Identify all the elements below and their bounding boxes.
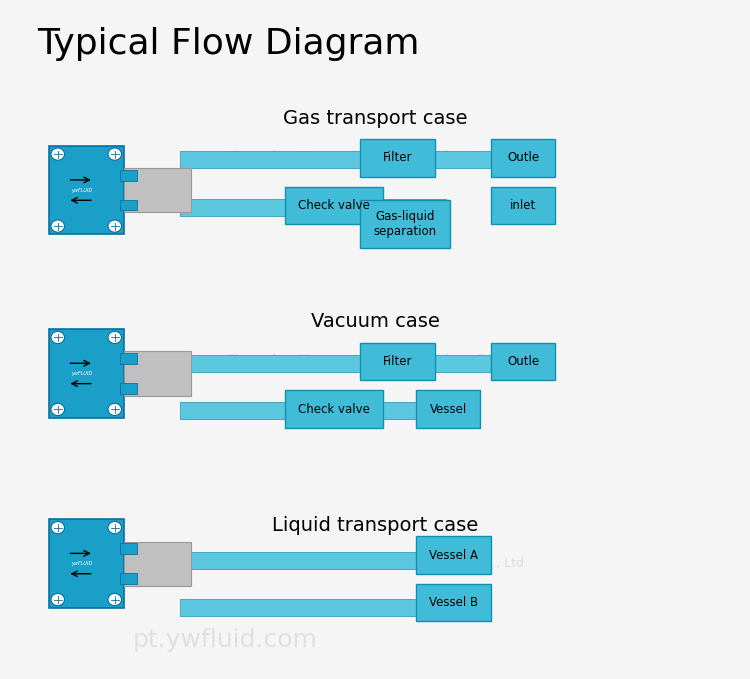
FancyBboxPatch shape	[285, 187, 382, 224]
Circle shape	[108, 593, 122, 606]
FancyBboxPatch shape	[360, 139, 435, 177]
Text: ywFLUID: ywFLUID	[71, 187, 92, 193]
Text: ywFLUID: ywFLUID	[71, 371, 92, 376]
FancyBboxPatch shape	[180, 354, 491, 372]
Text: Vessel A: Vessel A	[429, 549, 478, 562]
FancyBboxPatch shape	[49, 519, 124, 608]
Circle shape	[51, 593, 64, 606]
Text: Filter: Filter	[382, 355, 412, 368]
FancyBboxPatch shape	[120, 353, 136, 364]
Circle shape	[51, 331, 64, 344]
FancyBboxPatch shape	[120, 170, 136, 181]
FancyBboxPatch shape	[180, 198, 446, 216]
FancyBboxPatch shape	[180, 151, 491, 168]
Text: Changzhou Yuanwang Fluid Technology Co., Ltd: Changzhou Yuanwang Fluid Technology Co.,…	[226, 557, 524, 570]
FancyBboxPatch shape	[491, 187, 555, 224]
FancyBboxPatch shape	[124, 168, 191, 212]
Text: Vacuum case: Vacuum case	[310, 312, 440, 331]
Text: ywFLUID: ywFLUID	[71, 561, 92, 566]
FancyBboxPatch shape	[49, 329, 124, 418]
Text: Liquid transport case: Liquid transport case	[272, 516, 478, 535]
FancyBboxPatch shape	[285, 390, 382, 428]
Text: Gas transport case: Gas transport case	[283, 109, 467, 128]
FancyBboxPatch shape	[120, 200, 136, 210]
Circle shape	[108, 331, 122, 344]
FancyBboxPatch shape	[120, 383, 136, 394]
FancyBboxPatch shape	[491, 343, 555, 380]
Circle shape	[51, 521, 64, 534]
Circle shape	[108, 148, 122, 160]
Text: Vessel: Vessel	[430, 403, 466, 416]
Circle shape	[108, 220, 122, 232]
Text: Check valve: Check valve	[298, 403, 370, 416]
FancyBboxPatch shape	[416, 584, 491, 621]
Text: Typical Flow Diagram: Typical Flow Diagram	[38, 27, 420, 61]
FancyBboxPatch shape	[180, 402, 480, 419]
FancyBboxPatch shape	[124, 542, 191, 585]
Circle shape	[51, 403, 64, 416]
FancyBboxPatch shape	[360, 343, 435, 380]
FancyBboxPatch shape	[180, 600, 491, 617]
FancyBboxPatch shape	[120, 543, 136, 554]
FancyBboxPatch shape	[491, 139, 555, 177]
Circle shape	[51, 148, 64, 160]
Text: inlet: inlet	[510, 199, 536, 212]
Text: Changzhou Yuanwang Fluid Technology Co., Ltd: Changzhou Yuanwang Fluid Technology Co.,…	[226, 353, 524, 367]
FancyBboxPatch shape	[49, 146, 124, 234]
Circle shape	[108, 403, 122, 416]
FancyBboxPatch shape	[416, 390, 480, 428]
Text: pt.ywfluid.com: pt.ywfluid.com	[133, 628, 317, 652]
Text: Filter: Filter	[382, 151, 412, 164]
FancyBboxPatch shape	[180, 551, 491, 569]
FancyBboxPatch shape	[120, 573, 136, 584]
Circle shape	[51, 220, 64, 232]
Text: Outle: Outle	[507, 355, 539, 368]
FancyBboxPatch shape	[360, 200, 450, 248]
FancyBboxPatch shape	[416, 536, 491, 574]
Circle shape	[108, 521, 122, 534]
Text: Changzhou Yuanwang Fluid Technology Co., Ltd: Changzhou Yuanwang Fluid Technology Co.,…	[226, 149, 524, 163]
Text: Check valve: Check valve	[298, 199, 370, 212]
Text: Gas-liquid
separation: Gas-liquid separation	[374, 210, 436, 238]
Text: Vessel B: Vessel B	[429, 596, 478, 609]
FancyBboxPatch shape	[124, 352, 191, 395]
Text: Outle: Outle	[507, 151, 539, 164]
